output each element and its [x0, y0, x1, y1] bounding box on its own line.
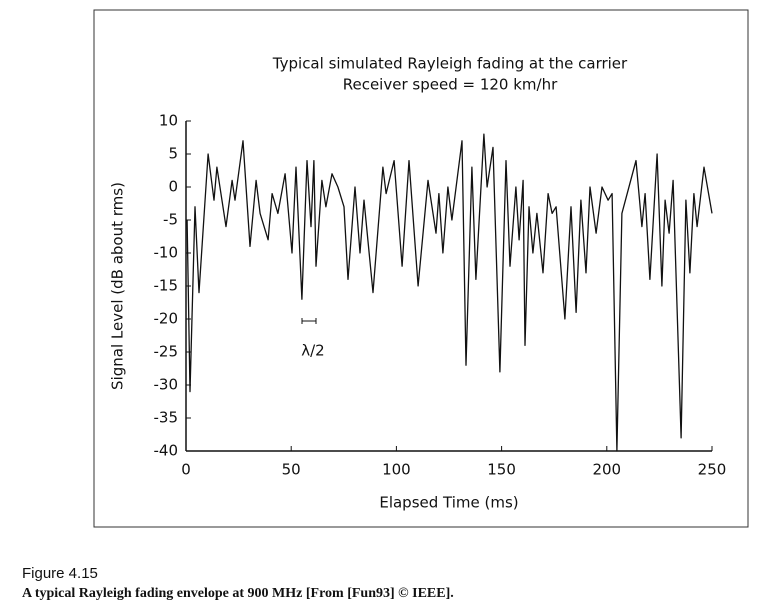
figure-frame [93, 9, 749, 528]
y-tick-label: 10 [159, 112, 178, 130]
y-tick-label: -40 [154, 442, 179, 460]
y-tick-label: -25 [154, 343, 179, 361]
y-tick-label: -15 [154, 277, 179, 295]
x-tick-label: 50 [282, 461, 301, 479]
y-tick-label: -5 [163, 211, 178, 229]
y-tick-label: -35 [154, 409, 179, 427]
x-tick-label: 0 [181, 461, 191, 479]
fading-line [186, 133, 713, 452]
caption: A typical Rayleigh fading envelope at 90… [22, 586, 454, 601]
y-tick-label: 5 [168, 145, 178, 163]
y-tick-label: -20 [154, 310, 179, 328]
chart-title: Typical simulated Rayleigh fading at the… [272, 55, 628, 73]
y-tick-label: -30 [154, 376, 179, 394]
y-axis-label: Signal Level (dB about rms) [109, 182, 127, 390]
x-tick-label: 250 [698, 461, 727, 479]
y-tick-label: -10 [154, 244, 179, 262]
y-tick-label: 0 [168, 178, 178, 196]
x-tick-label: 200 [592, 461, 621, 479]
chart-subtitle: Receiver speed = 120 km/hr [343, 76, 558, 94]
figure-label: Figure 4.15 [22, 565, 98, 582]
x-tick-label: 150 [487, 461, 516, 479]
x-tick-label: 100 [382, 461, 411, 479]
annotation: λ/2 [301, 342, 324, 360]
x-axis-label: Elapsed Time (ms) [379, 494, 518, 512]
